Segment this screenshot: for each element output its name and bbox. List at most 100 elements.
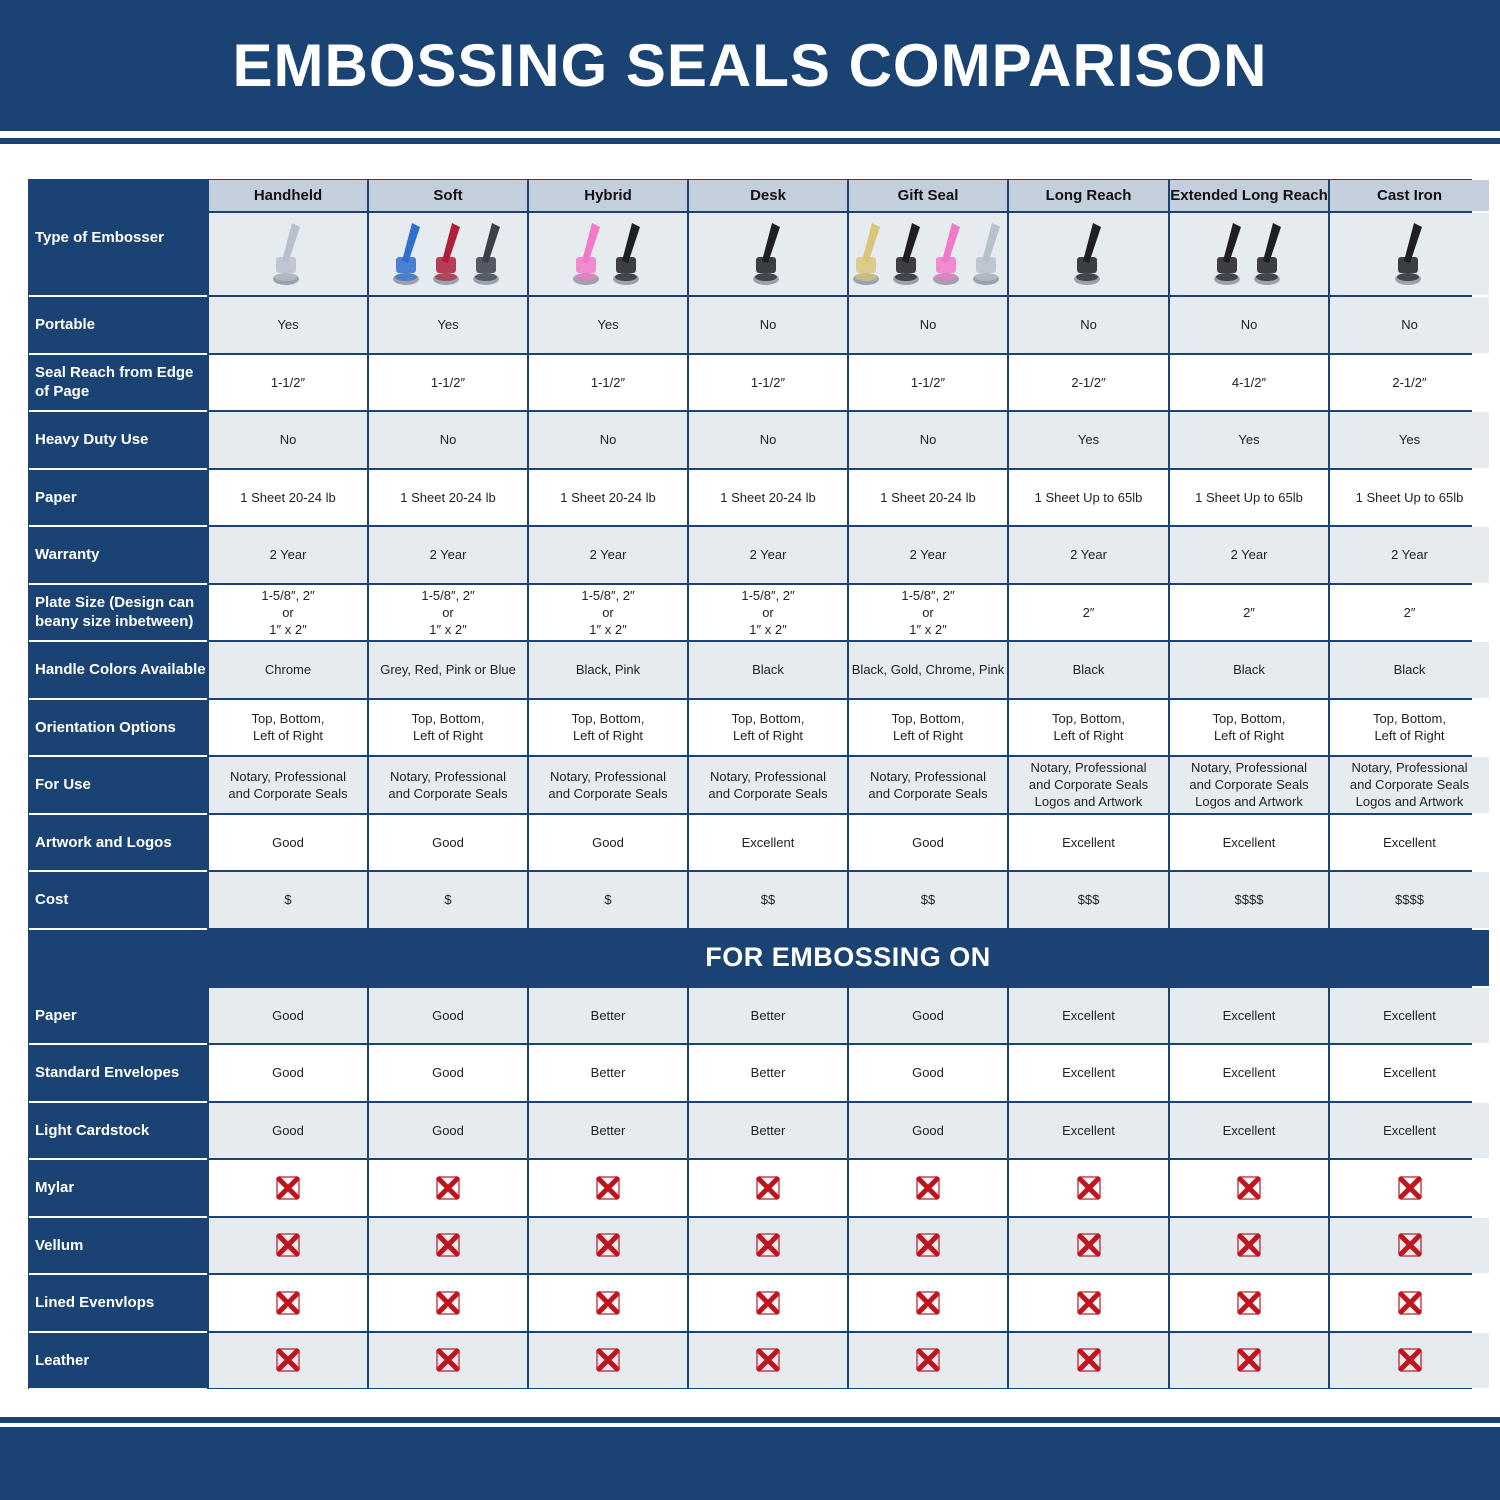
table-cell: $$$$ [1330, 872, 1489, 928]
footer-band [0, 1427, 1500, 1500]
embosser-image [1254, 223, 1281, 285]
table-cell: 1 Sheet Up to 65lb [1009, 469, 1168, 525]
embosser-image [973, 223, 1000, 285]
table-cell: 1 Sheet 20-24 lb [529, 469, 687, 525]
table-cell [849, 1332, 1007, 1388]
table-cell: 2 Year [529, 527, 687, 583]
embosser-image [1394, 223, 1422, 285]
header-divider [0, 138, 1500, 144]
table-cell: Chrome [209, 642, 367, 698]
table-cell [1170, 1275, 1328, 1331]
table-cell: 1-1/2″ [849, 354, 1007, 410]
table-cell: $$$ [1009, 872, 1168, 928]
embosser-image [433, 223, 460, 285]
table-cell: Excellent [1009, 1102, 1168, 1158]
table-cell [529, 1160, 687, 1216]
cross-icon [1076, 1348, 1101, 1373]
table-cell: Notary, Professional and Corporate Seals [849, 757, 1007, 813]
table-cell: Good [209, 814, 367, 870]
column-header-cast-iron: Cast Iron [1330, 180, 1489, 211]
embosser-image-cell [529, 213, 687, 295]
row-label: Cost [29, 872, 207, 930]
table-cell: Notary, Professional and Corporate Seals… [1170, 757, 1328, 813]
table-cell: $$ [689, 872, 847, 928]
column-header-hybrid: Hybrid [529, 180, 687, 211]
table-cell: 2 Year [1170, 527, 1328, 583]
embosser-image-cell [849, 213, 1007, 295]
table-cell: Better [529, 1045, 687, 1101]
table-cell: Good [369, 814, 527, 870]
embosser-image-cell [1330, 213, 1489, 295]
cross-icon [436, 1290, 460, 1315]
table-cell: Yes [1170, 412, 1328, 468]
embosser-image-cell [1170, 213, 1328, 295]
embosser-image [933, 223, 960, 285]
table-cell: 2-1/2″ [1009, 354, 1168, 410]
table-cell: $$ [849, 872, 1007, 928]
table-cell: Excellent [1009, 1045, 1168, 1101]
table-cell [209, 1332, 367, 1388]
embosser-image [393, 223, 420, 285]
cross-icon [916, 1290, 940, 1315]
table-cell: Top, Bottom, Left of Right [529, 699, 687, 755]
table-cell: Good [849, 1102, 1007, 1158]
column-header-soft: Soft [369, 180, 527, 211]
table-cell: No [369, 412, 527, 468]
cross-icon [1076, 1175, 1101, 1200]
footer-divider [0, 1417, 1500, 1423]
row-label: Portable [29, 297, 207, 355]
table-cell [1330, 1332, 1489, 1388]
table-cell: Top, Bottom, Left of Right [849, 699, 1007, 755]
row-label: Leather [29, 1332, 207, 1390]
table-cell: Yes [369, 297, 527, 353]
table-cell: $ [369, 872, 527, 928]
cross-icon [596, 1348, 620, 1373]
table-cell: Better [689, 1045, 847, 1101]
row-label: Warranty [29, 527, 207, 585]
embosser-image [893, 223, 920, 285]
comparison-table: Type of Embosser Handheld Soft Hybrid Desk Gi… [28, 179, 1489, 1390]
table-cell: 1-1/2″ [369, 354, 527, 410]
column-header-gift-seal: Gift Seal [849, 180, 1007, 211]
embosser-image [853, 223, 880, 285]
table-cell [529, 1217, 687, 1273]
table-cell: Black, Gold, Chrome, Pink [849, 642, 1007, 698]
table-cell: Better [529, 1102, 687, 1158]
table-cell: Excellent [1170, 1102, 1328, 1158]
cross-icon [1237, 1290, 1261, 1315]
table-cell: 1-5/8″, 2″ or 1″ x 2″ [529, 584, 687, 640]
table-cell: 1 Sheet Up to 65lb [1170, 469, 1328, 525]
table-cell: Good [849, 814, 1007, 870]
table-cell: Good [849, 987, 1007, 1043]
table-cell: $ [529, 872, 687, 928]
row-label: Vellum [29, 1217, 207, 1275]
table-cell [1009, 1217, 1168, 1273]
cross-icon [276, 1348, 300, 1373]
table-cell: No [1170, 297, 1328, 353]
row-label: Light Cardstock [29, 1102, 207, 1160]
table-cell: Better [529, 987, 687, 1043]
table-cell [689, 1160, 847, 1216]
table-cell: 2″ [1330, 584, 1489, 640]
table-cell [1330, 1275, 1489, 1331]
embosser-image [573, 223, 600, 285]
cross-icon [276, 1175, 300, 1200]
cross-icon [436, 1233, 460, 1258]
embosser-image [613, 223, 640, 285]
table-cell: Excellent [1009, 814, 1168, 870]
cross-icon [596, 1233, 620, 1258]
row-label: Heavy Duty Use [29, 412, 207, 470]
table-cell: Excellent [1170, 814, 1328, 870]
table-cell: 2″ [1170, 584, 1328, 640]
table-cell [689, 1217, 847, 1273]
table-cell [849, 1217, 1007, 1273]
table-cell: 1 Sheet 20-24 lb [849, 469, 1007, 525]
table-cell: Excellent [1330, 987, 1489, 1043]
cross-icon [1237, 1233, 1261, 1258]
embosser-image-cell [1009, 213, 1168, 295]
cross-icon [756, 1290, 780, 1315]
table-cell [529, 1275, 687, 1331]
table-cell: Yes [209, 297, 367, 353]
row-label: Seal Reach from Edge of Page [29, 354, 207, 412]
table-cell: 2 Year [849, 527, 1007, 583]
